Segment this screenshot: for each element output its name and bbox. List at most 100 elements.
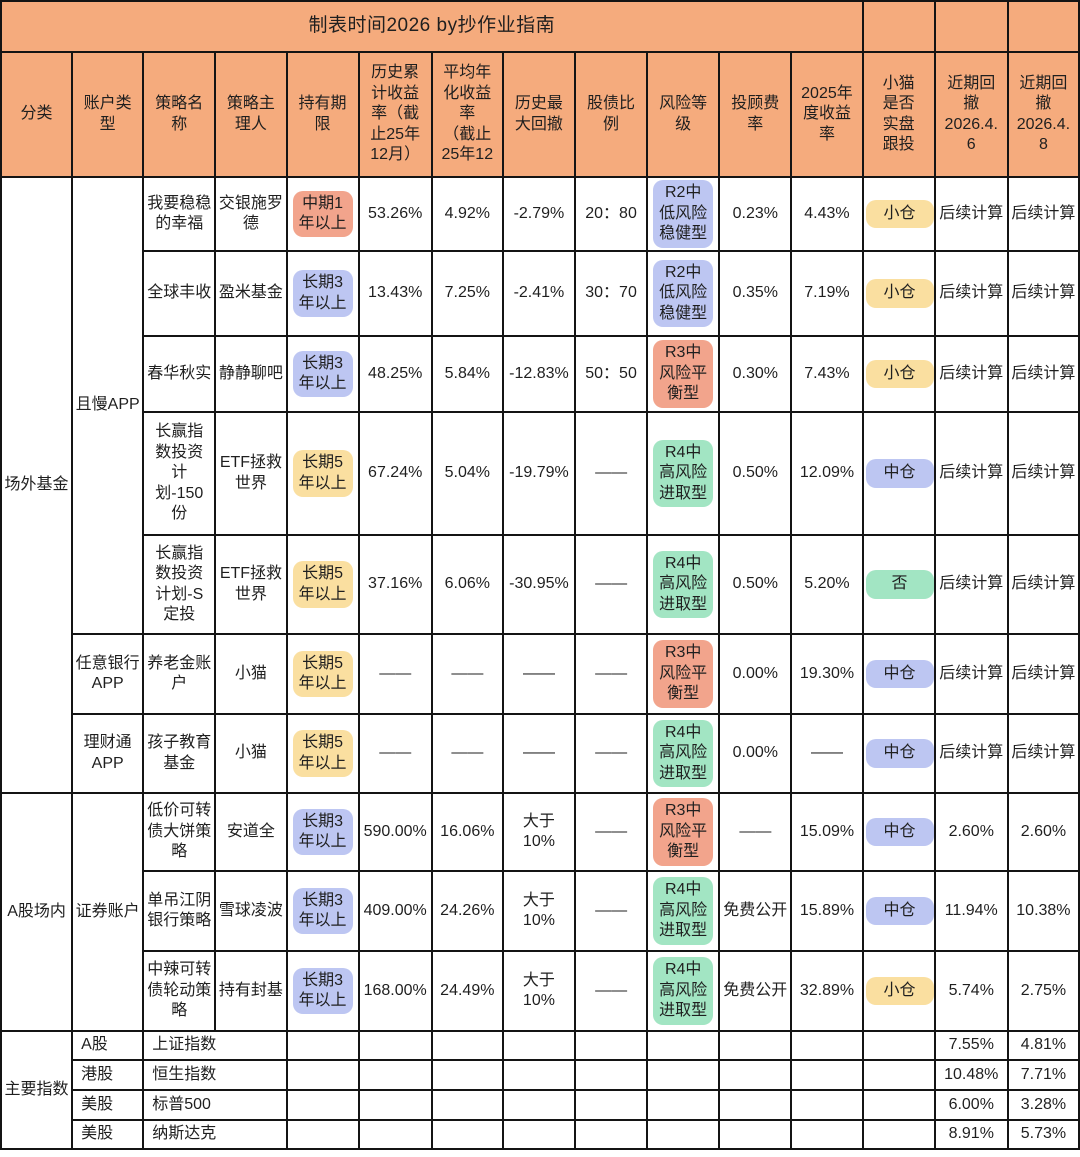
cell-stock-bond-ratio: 30：70 bbox=[573, 250, 649, 337]
cell-strategy-name: 孩子教育基金 bbox=[142, 713, 217, 794]
table-row: 场外基金 且慢APP 我要稳稳的幸福 交银施罗德 中期1 年以上 53.26% … bbox=[0, 176, 1080, 794]
holding-period-pill: 长期5 年以上 bbox=[292, 450, 353, 497]
follow-status-pill: 中仓 bbox=[865, 659, 933, 689]
cell-stock-bond-ratio: 20：80 bbox=[573, 176, 649, 252]
cell-manager: 小猫 bbox=[214, 713, 288, 794]
cell-drawdown-0406: 后续计算 bbox=[933, 713, 1009, 794]
cell-annualized-return: 4.92% bbox=[430, 176, 504, 252]
header-row: 分类 账户类 型 策略名 称 策略主 理人 持有期 限 历史累 计收益 率（截 … bbox=[0, 51, 1080, 178]
cell-empty bbox=[718, 1089, 793, 1121]
cell-market: 港股 bbox=[71, 1059, 145, 1091]
cell-risk-level: R3中 风险平 衡型 bbox=[646, 792, 721, 872]
sheet-title: 制表时间2026 by抄作业指南 bbox=[0, 0, 864, 53]
risk-level-pill: R4中 高风险 进取型 bbox=[653, 957, 714, 1025]
cell-strategy-name: 长赢指 数投资 计 划-150 份 bbox=[142, 411, 217, 536]
cell-stock-bond-ratio: —— bbox=[573, 792, 649, 872]
cell-manager: 小猫 bbox=[214, 633, 288, 715]
cell-holding-period: 长期5 年以上 bbox=[285, 411, 360, 536]
cell-advisory-fee: —— bbox=[718, 792, 793, 872]
cell-drawdown-0408: 5.73% bbox=[1006, 1119, 1080, 1150]
cell-strategy-name: 我要稳稳的幸福 bbox=[142, 176, 217, 252]
cell-advisory-fee: 0.50% bbox=[718, 534, 793, 635]
cell-max-drawdown: -2.41% bbox=[501, 250, 577, 337]
cell-empty bbox=[285, 1059, 360, 1091]
cell-stock-bond-ratio: 50：50 bbox=[573, 335, 649, 413]
cell-advisory-fee: 0.50% bbox=[718, 411, 793, 536]
cell-strategy-name: 中辣可转债轮动策略 bbox=[142, 950, 217, 1032]
follow-status-pill: 小仓 bbox=[865, 279, 933, 308]
cell-empty bbox=[861, 1119, 936, 1150]
follow-status-pill: 中仓 bbox=[865, 739, 933, 768]
col-header-recent-drawdown-0406: 近期回 撤 2026.4. 6 bbox=[933, 51, 1009, 178]
index-row: 主要指数 A股 上证指数 7.55% 4.81% bbox=[0, 1030, 1080, 1150]
cell-empty bbox=[357, 1119, 433, 1150]
cell-empty bbox=[790, 1030, 864, 1061]
risk-level-pill: R4中 高风险 进取型 bbox=[653, 719, 714, 788]
col-header-cumulative-return: 历史累 计收益 率（截 止25年 12月） bbox=[357, 51, 433, 178]
cell-index-name: 标普500 bbox=[142, 1089, 288, 1121]
cell-strategy-name: 春华秋实 bbox=[142, 335, 217, 413]
col-header-annualized-return: 平均年 化收益 率 （截止 25年12 bbox=[430, 51, 504, 178]
cell-drawdown-0408: 后续计算 bbox=[1006, 534, 1080, 635]
index-row: 港股 恒生指数 10.48% 7.71% bbox=[1, 1059, 1080, 1091]
cell-drawdown-0406: 6.00% bbox=[933, 1089, 1009, 1121]
cell-cumulative-return: 590.00% bbox=[357, 792, 433, 872]
cell-index-name: 纳斯达克 bbox=[142, 1119, 288, 1150]
cell-empty bbox=[718, 1030, 793, 1061]
cell-max-drawdown: -2.79% bbox=[501, 176, 577, 252]
cell-annualized-return: 24.49% bbox=[430, 950, 504, 1032]
cell-follow-status: 否 bbox=[861, 534, 936, 635]
cell-index-name: 恒生指数 bbox=[142, 1059, 288, 1091]
col-header-account-type: 账户类 型 bbox=[71, 51, 145, 178]
cell-stock-bond-ratio: —— bbox=[573, 534, 649, 635]
cell-cumulative-return: 13.43% bbox=[357, 250, 433, 337]
cell-account-type: 任意银行APP bbox=[71, 633, 145, 715]
cell-risk-level: R4中 高风险 进取型 bbox=[646, 950, 721, 1032]
cell-empty bbox=[861, 1030, 936, 1061]
cell-2025-return: 15.09% bbox=[790, 792, 864, 872]
risk-level-pill: R2中 低风险 稳健型 bbox=[653, 259, 714, 328]
cell-drawdown-0408: 后续计算 bbox=[1006, 250, 1080, 337]
cell-cumulative-return: 48.25% bbox=[357, 335, 433, 413]
cell-manager: 雪球凌波 bbox=[214, 870, 288, 952]
holding-period-pill: 长期5 年以上 bbox=[292, 730, 353, 777]
cell-2025-return: 19.30% bbox=[790, 633, 864, 715]
cell-risk-level: R4中 高风险 进取型 bbox=[646, 870, 721, 952]
cell-follow-status: 小仓 bbox=[861, 176, 936, 252]
holding-period-pill: 长期3 年以上 bbox=[292, 967, 353, 1015]
col-header-category: 分类 bbox=[0, 51, 74, 178]
cell-empty bbox=[861, 1089, 936, 1121]
cell-holding-period: 长期3 年以上 bbox=[285, 950, 360, 1032]
cell-holding-period: 中期1 年以上 bbox=[285, 176, 360, 252]
cell-strategy-name: 低价可转债大饼策略 bbox=[142, 792, 217, 872]
cell-follow-status: 中仓 bbox=[861, 792, 936, 872]
cell-drawdown-0406: 2.60% bbox=[933, 792, 1009, 872]
cell-2025-return: 7.43% bbox=[790, 335, 864, 413]
cell-manager: 持有封基 bbox=[214, 950, 288, 1032]
cell-empty bbox=[357, 1030, 433, 1061]
col-header-holding-period: 持有期 限 bbox=[285, 51, 360, 178]
cell-empty bbox=[646, 1119, 721, 1150]
table-row: 长赢指 数投资 计 划-150 份 ETF拯救世界 长期5 年以上 67.24%… bbox=[1, 411, 1080, 536]
cell-category: A股场内 bbox=[0, 792, 74, 1032]
cell-advisory-fee: 0.23% bbox=[718, 176, 793, 252]
cell-risk-level: R2中 低风险 稳健型 bbox=[646, 250, 721, 337]
col-header-risk-level: 风险等 级 bbox=[646, 51, 721, 178]
cell-risk-level: R3中 风险平 衡型 bbox=[646, 335, 721, 413]
cell-empty bbox=[430, 1089, 504, 1121]
risk-level-pill: R3中 风险平 衡型 bbox=[653, 640, 714, 708]
cell-category: 主要指数 bbox=[0, 1030, 74, 1150]
cell-strategy-name: 全球丰收 bbox=[142, 250, 217, 337]
cell-empty bbox=[790, 1089, 864, 1121]
cell-empty bbox=[573, 1030, 649, 1061]
cell-2025-return: 12.09% bbox=[790, 411, 864, 536]
cell-annualized-return: 7.25% bbox=[430, 250, 504, 337]
cell-max-drawdown: 大于 10% bbox=[501, 950, 577, 1032]
col-header-max-drawdown: 历史最 大回撤 bbox=[501, 51, 577, 178]
cell-annualized-return: 5.04% bbox=[430, 411, 504, 536]
cell-risk-level: R2中 低风险 稳健型 bbox=[646, 176, 721, 252]
holding-period-pill: 长期3 年以上 bbox=[292, 808, 353, 856]
cell-strategy-name: 养老金账户 bbox=[142, 633, 217, 715]
